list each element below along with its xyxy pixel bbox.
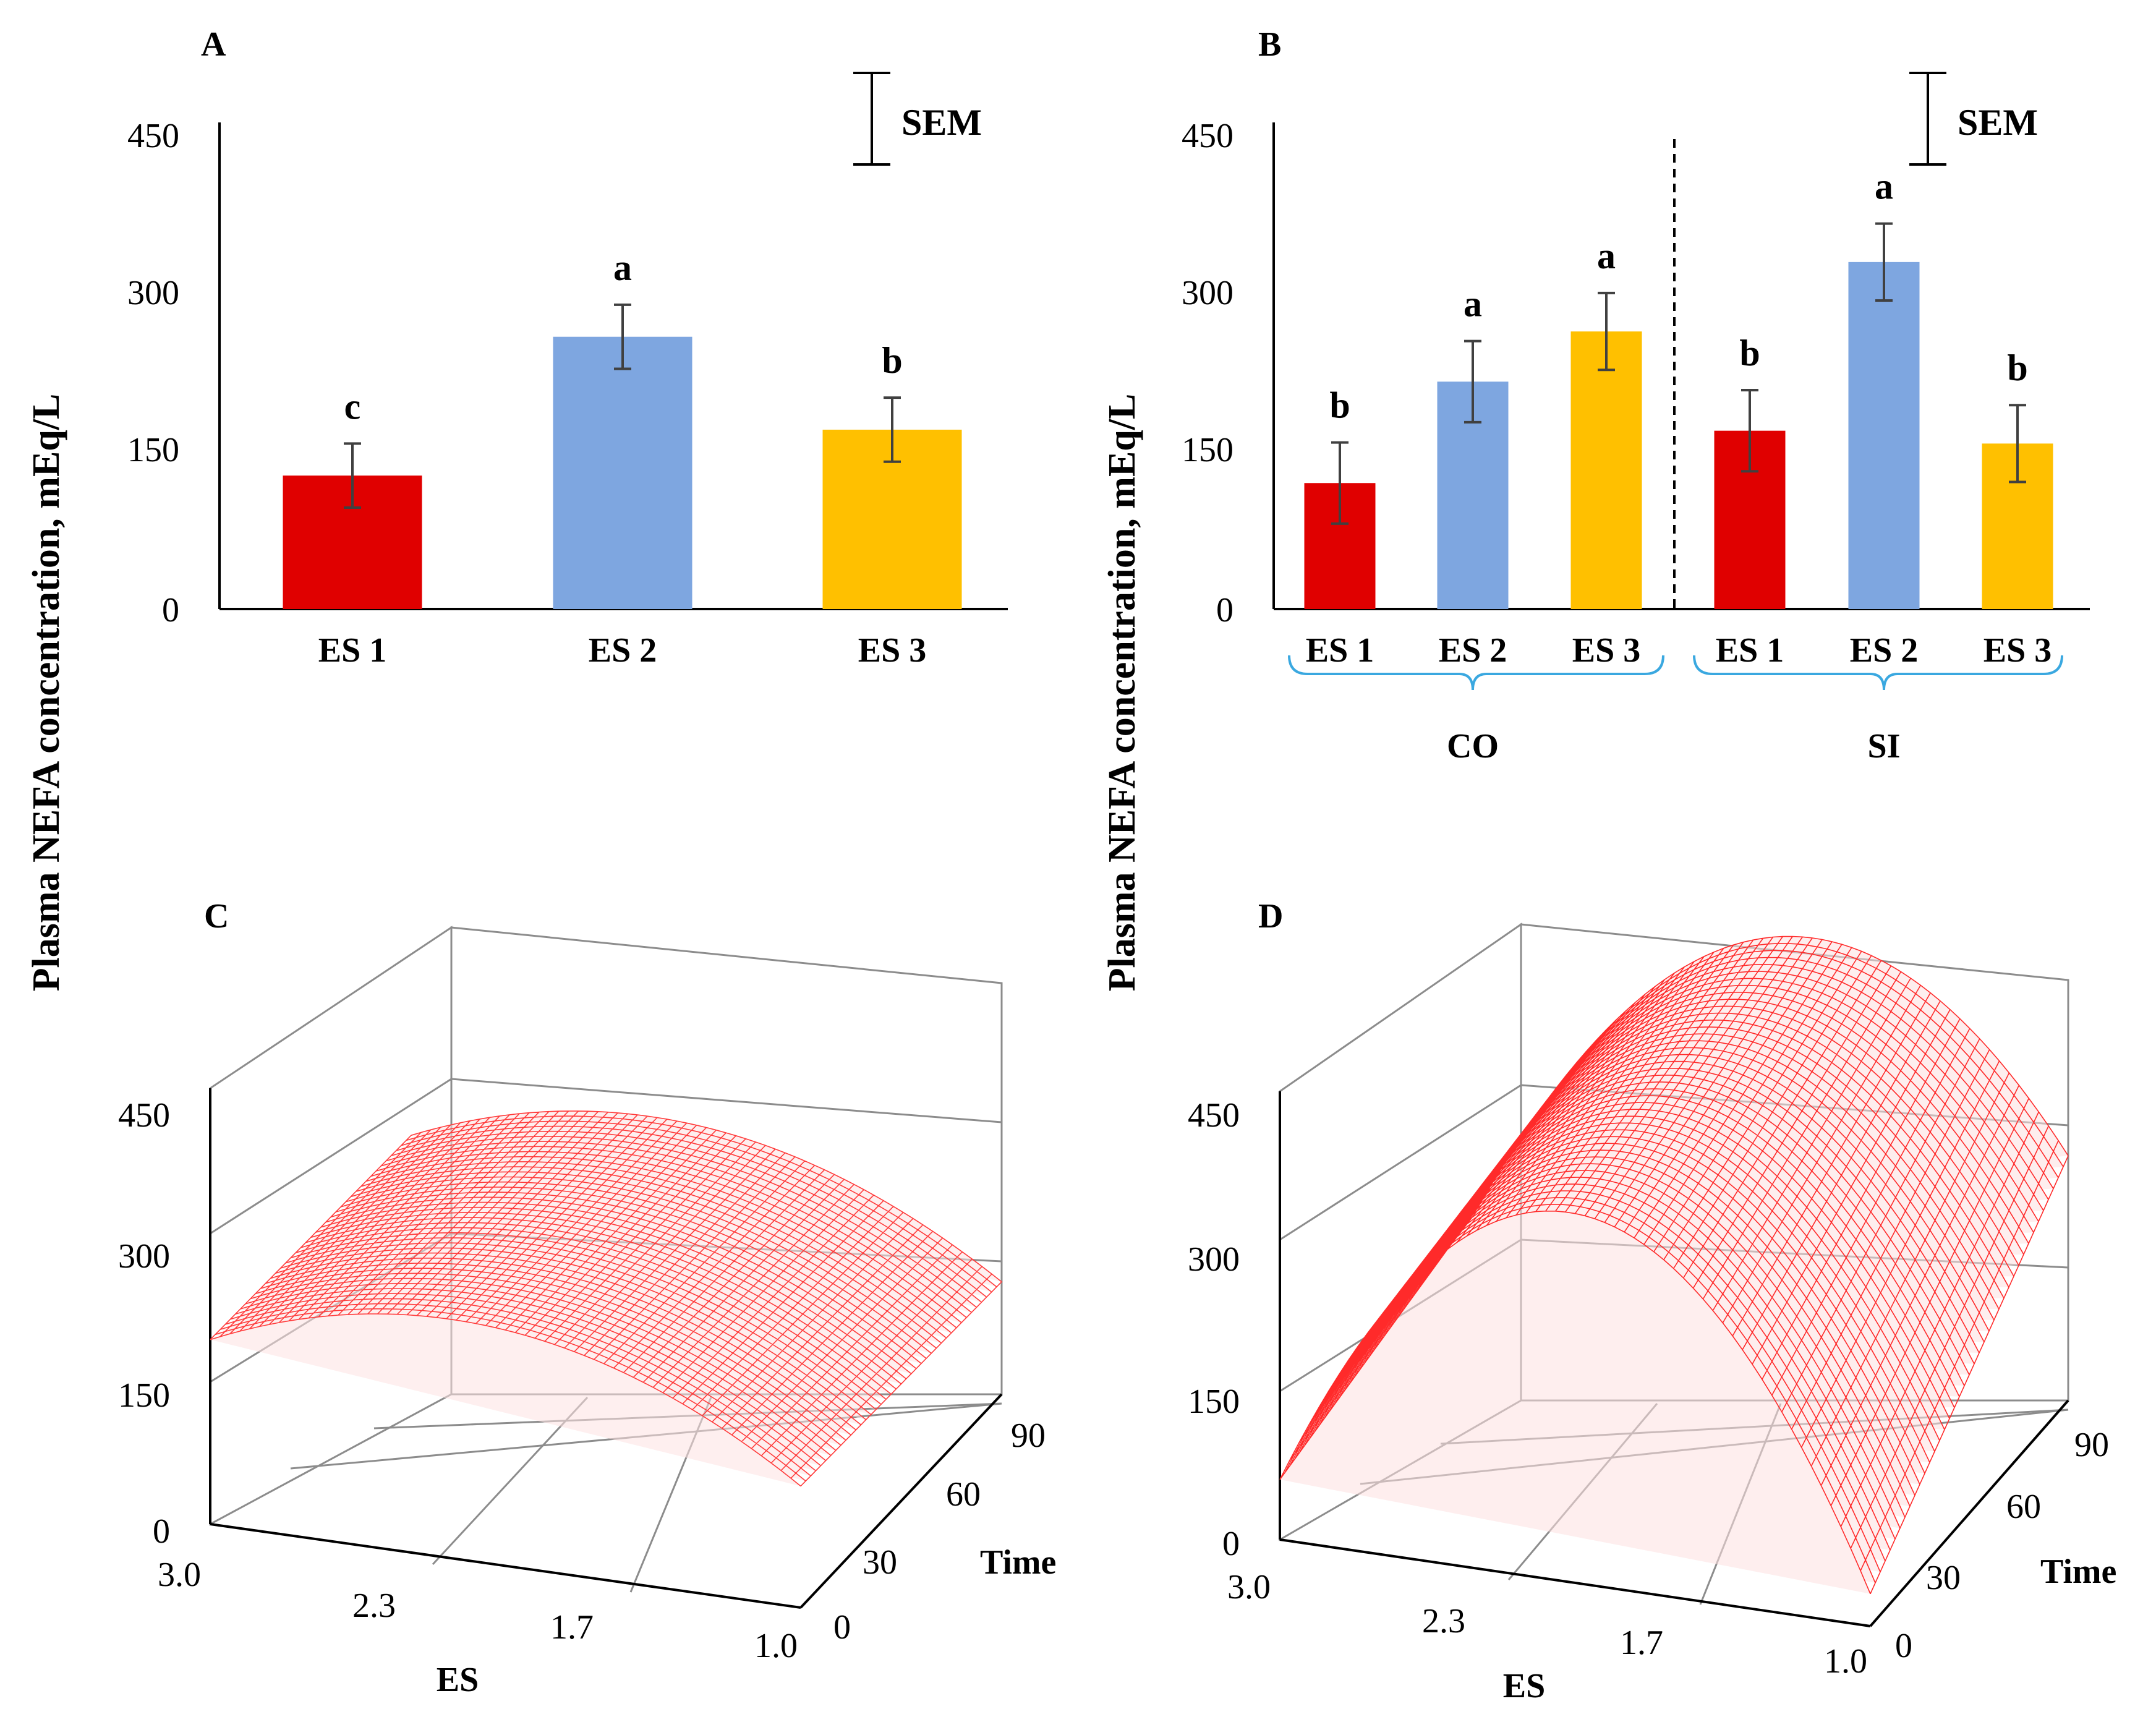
panel-c-ztick-450: 450 — [118, 1096, 170, 1135]
panel-b-sig-letter-4: b — [1739, 333, 1760, 373]
panel-c-ztick-0: 0 — [153, 1512, 170, 1551]
panel-c-surface — [210, 1110, 1002, 1487]
panel-c-timetick-60: 60 — [946, 1475, 981, 1514]
panel-c-left-grid-2 — [210, 1078, 452, 1235]
panel-b-sig-letter-3: a — [1597, 236, 1616, 276]
panel-d: D 0 150 300 450 3.0 2.3 1.7 1.0 ES 0 30 — [1188, 897, 2116, 1705]
panel-d-left-grid-2 — [1279, 1084, 1522, 1241]
panel-d-estick-1.7: 1.7 — [1620, 1624, 1663, 1662]
panel-a-category-3: ES 3 — [858, 631, 927, 670]
panel-d-time-label: Time — [2040, 1553, 2116, 1591]
panel-a-ytick-150: 150 — [127, 431, 179, 469]
panel-b-bars: b ES 1 a ES 2 a ES 3 b ES 1 a ES 2 b ES 3 — [1304, 166, 2053, 670]
panel-c-time-label: Time — [980, 1543, 1056, 1582]
panel-b-group-co: CO — [1447, 727, 1499, 765]
panel-a-ytick-300: 300 — [127, 274, 179, 312]
panel-c-es-axis — [210, 1523, 801, 1609]
panel-d-timetick-0: 0 — [1895, 1627, 1912, 1665]
panel-a-ytick-0: 0 — [162, 591, 179, 629]
panel-d-ztick-300: 300 — [1188, 1240, 1240, 1279]
panel-b: B 0 150 300 450 SEM b ES 1 a ES 2 a ES 3 b ES 1… — [1182, 25, 2090, 765]
panel-b-y-ticks: 0 150 300 450 — [1182, 117, 1234, 629]
panel-d-timetick-90: 90 — [2074, 1426, 2109, 1464]
panel-b-ytick-300: 300 — [1182, 274, 1234, 312]
panel-c-timetick-90: 90 — [1011, 1417, 1046, 1455]
panel-a: A 0 150 300 450 SEM c ES 1 a ES 2 b ES 3 — [127, 25, 1008, 670]
panel-b-sig-letter-5: a — [1875, 166, 1893, 207]
panel-d-timetick-30: 30 — [1926, 1559, 1961, 1597]
panel-d-es-label: ES — [1503, 1667, 1546, 1705]
panel-b-category-1: ES 1 — [1306, 631, 1374, 670]
panel-c-time-axis — [799, 1393, 1003, 1609]
panel-a-category-2: ES 2 — [589, 631, 657, 670]
panel-a-sem-label: SEM — [901, 102, 982, 143]
panel-a-category-1: ES 1 — [318, 631, 387, 670]
panel-d-es-axis — [1279, 1538, 1871, 1627]
panel-d-es-ticks: 3.0 2.3 1.7 1.0 — [1227, 1568, 1867, 1681]
panel-c-ztick-300: 300 — [118, 1237, 170, 1276]
panel-d-estick-2.3: 2.3 — [1422, 1602, 1465, 1640]
panel-d-time-ticks: 0 30 60 90 — [1895, 1426, 2109, 1665]
panel-c: C 0 150 300 450 3.0 2.3 1.7 1.0 ES — [118, 897, 1056, 1699]
panel-a-label: A — [201, 25, 226, 64]
panel-a-bar-2 — [553, 336, 692, 609]
panel-d-z-ticks: 0 150 300 450 — [1188, 1096, 1240, 1563]
panel-b-sem-bar: SEM — [1909, 72, 2038, 166]
panel-c-estick-1.0: 1.0 — [754, 1627, 798, 1665]
panel-a-sig-letter-2: a — [613, 247, 632, 288]
panel-a-ytick-450: 450 — [127, 117, 179, 155]
panel-b-sig-letter-2: a — [1464, 284, 1482, 325]
panel-d-timetick-60: 60 — [2006, 1488, 2041, 1526]
panel-c-label: C — [204, 897, 229, 935]
panel-d-ztick-450: 450 — [1188, 1096, 1240, 1135]
panel-b-category-6: ES 3 — [1983, 631, 2052, 670]
panel-d-estick-1.0: 1.0 — [1824, 1642, 1867, 1681]
panel-b-sem-label: SEM — [1958, 102, 2038, 143]
panel-a-sig-letter-3: b — [882, 340, 902, 381]
panel-c-es-ticks: 3.0 2.3 1.7 1.0 — [158, 1556, 798, 1665]
panel-d-label: D — [1258, 897, 1283, 935]
panel-a-sem-bar: SEM — [853, 72, 982, 166]
panel-b-category-2: ES 2 — [1439, 631, 1507, 670]
panel-c-estick-2.3: 2.3 — [352, 1587, 396, 1625]
panel-b-category-5: ES 2 — [1850, 631, 1919, 670]
panel-c-estick-3.0: 3.0 — [158, 1556, 201, 1594]
panel-b-ytick-0: 0 — [1216, 591, 1234, 629]
panel-b-sig-letter-1: b — [1329, 385, 1350, 426]
y-axis-label-right: Plasma NEFA concentration, mEq/L — [1101, 394, 1143, 992]
panel-c-ztick-150: 150 — [118, 1376, 170, 1415]
panel-c-timetick-30: 30 — [863, 1543, 897, 1582]
panel-a-bars: c ES 1 a ES 2 b ES 3 — [283, 247, 962, 670]
panel-d-surface — [1279, 935, 2069, 1595]
panel-c-time-ticks: 0 30 60 90 — [833, 1417, 1046, 1647]
y-axis-label-left: Plasma NEFA concentration, mEq/L — [25, 394, 67, 992]
panel-c-es-label: ES — [437, 1661, 479, 1699]
panel-b-ytick-450: 450 — [1182, 117, 1234, 155]
panel-b-category-4: ES 1 — [1716, 631, 1784, 670]
panel-d-estick-3.0: 3.0 — [1227, 1568, 1271, 1606]
panel-d-ztick-150: 150 — [1188, 1383, 1240, 1421]
panel-b-bracket-co — [1288, 655, 1664, 691]
panel-b-bar-5 — [1848, 262, 1920, 609]
panel-a-y-ticks: 0 150 300 450 — [127, 117, 179, 629]
panel-b-bracket-si — [1693, 655, 2063, 691]
panel-c-timetick-0: 0 — [833, 1608, 851, 1647]
panel-c-estick-1.7: 1.7 — [550, 1608, 594, 1647]
panel-a-sig-letter-1: c — [344, 386, 361, 427]
panel-c-z-ticks: 0 150 300 450 — [118, 1096, 170, 1551]
panel-b-category-3: ES 3 — [1572, 631, 1641, 670]
panel-b-ytick-150: 150 — [1182, 431, 1234, 469]
panel-d-time-axis — [1869, 1399, 2069, 1627]
panel-b-group-si: SI — [1868, 727, 1901, 765]
panel-b-label: B — [1258, 25, 1281, 64]
panel-d-ztick-0: 0 — [1222, 1525, 1240, 1563]
panel-b-sig-letter-6: b — [2007, 347, 2027, 388]
panel-b-bar-3 — [1570, 331, 1642, 609]
panel-c-back-grid-2 — [451, 1078, 1002, 1123]
